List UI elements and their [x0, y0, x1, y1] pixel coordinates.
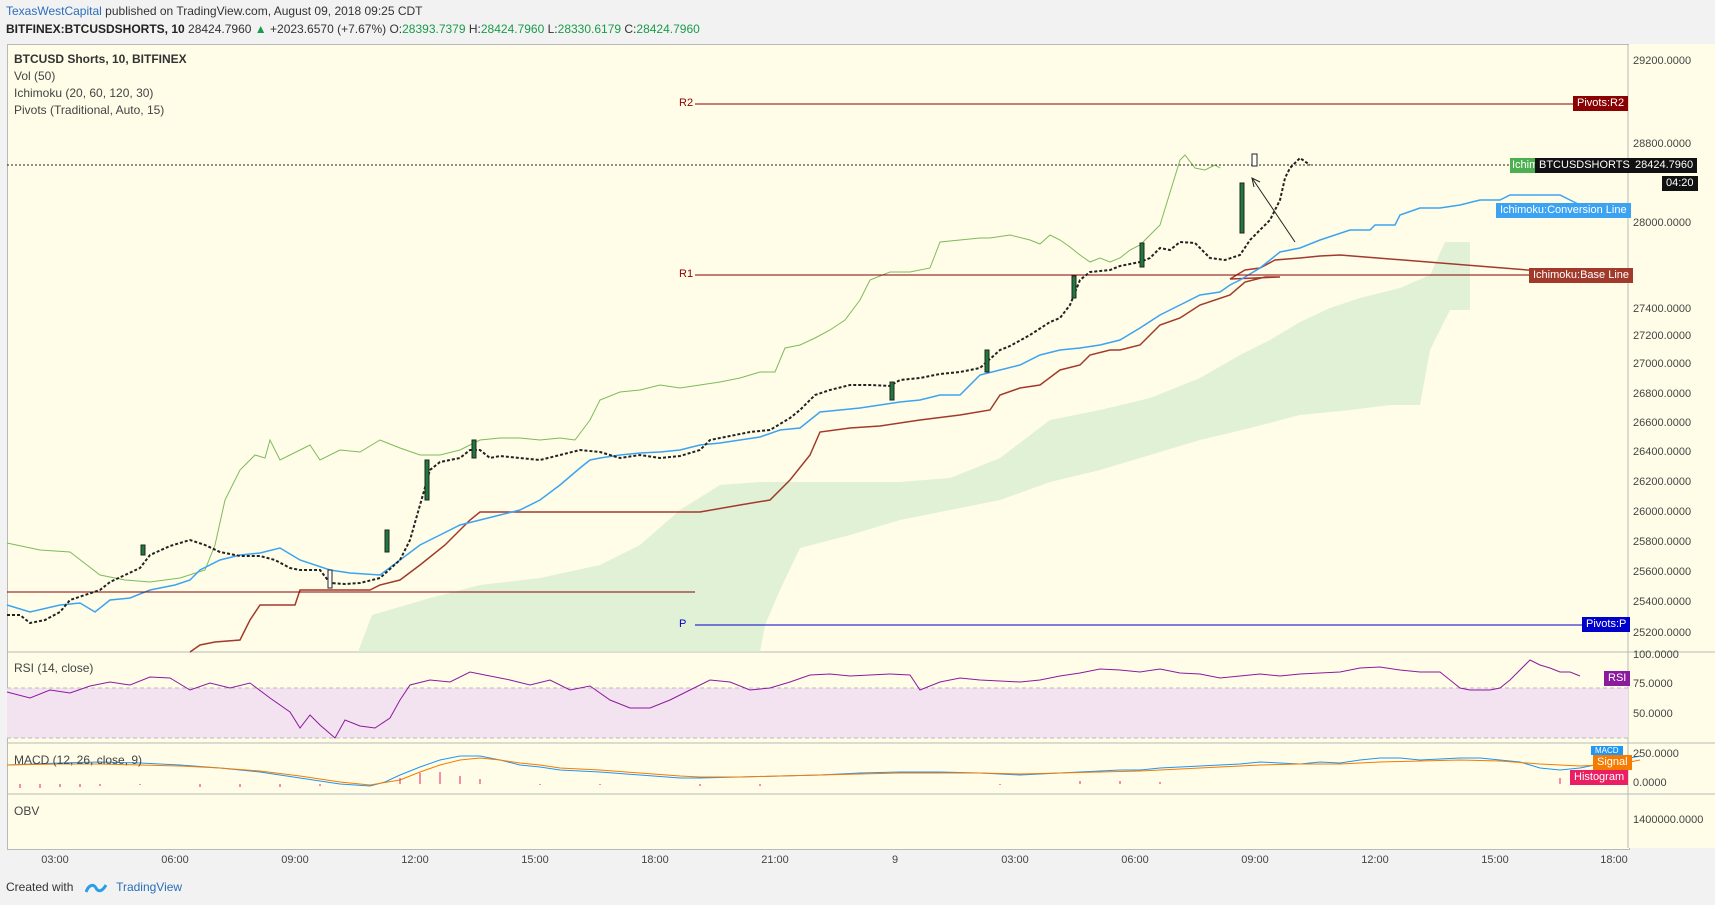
price-tick: 26800.0000: [1633, 388, 1692, 400]
pivot-p-label: P: [679, 618, 687, 630]
chart-title: BTCUSD Shorts, 10, BITFINEX: [14, 52, 187, 66]
publisher-link[interactable]: TexasWestCapital: [6, 4, 102, 18]
symbol-quote-bar: BITFINEX:BTCUSDSHORTS, 10 28424.7960 ▲ +…: [6, 22, 700, 36]
price-tick: 26400.0000: [1633, 446, 1692, 458]
up-arrow-icon: ▲: [254, 22, 267, 36]
time-tick: 06:00: [161, 854, 189, 866]
trend-arrow-line: [1251, 177, 1296, 243]
price-tick: 28000.0000: [1633, 217, 1692, 229]
time-tick: 21:00: [761, 854, 789, 866]
price-tick: 26600.0000: [1633, 417, 1692, 429]
ichimoku-base-line: [189, 254, 1591, 653]
ichimoku-lagging-line: [6, 154, 1221, 583]
legend-obv[interactable]: OBV: [14, 804, 40, 818]
tag-rsi: RSI: [1604, 671, 1631, 686]
tag-base-line: Ichimoku:Base Line: [1529, 268, 1633, 283]
tag-macd: MACD: [1591, 746, 1623, 755]
price-tick: 26000.0000: [1633, 506, 1692, 518]
main-legend: BTCUSD Shorts, 10, BITFINEX Vol (50) Ich…: [14, 51, 187, 119]
publish-info: TexasWestCapital published on TradingVie…: [6, 4, 423, 18]
signal-line: [6, 757, 1641, 786]
time-tick: 12:00: [401, 854, 429, 866]
macd-tick: 250.0000: [1633, 748, 1679, 760]
price-change: +2023.6570 (+7.67%): [270, 22, 387, 36]
legend-pivots[interactable]: Pivots (Traditional, Auto, 15): [14, 103, 165, 117]
macd-histogram: [19, 772, 1621, 788]
time-tick: 18:00: [641, 854, 669, 866]
time-tick: 15:00: [521, 854, 549, 866]
low-label: L:: [547, 22, 558, 36]
time-tick: 18:00: [1600, 854, 1628, 866]
legend-rsi[interactable]: RSI (14, close): [14, 661, 94, 675]
macd-tick: 0.0000: [1633, 777, 1667, 789]
price-tick: 26200.0000: [1633, 476, 1692, 488]
legend-ichimoku[interactable]: Ichimoku (20, 60, 120, 30): [14, 86, 154, 100]
price-tick: 28800.0000: [1633, 138, 1692, 150]
pivot-r1-label: R1: [679, 268, 694, 280]
tag-last-price: 28424.7960: [1631, 158, 1698, 173]
time-tick: 06:00: [1121, 854, 1149, 866]
low-value: 28330.6179: [557, 22, 622, 36]
pivot-r2-label: R2: [679, 97, 694, 109]
rsi-band: [7, 688, 1628, 738]
footer: Created with TradingView: [6, 880, 182, 894]
time-tick: 15:00: [1481, 854, 1509, 866]
macd-line: [6, 755, 1641, 787]
tag-pivots-r2: Pivots:R2: [1573, 96, 1629, 111]
obv-tick: 1400000.0000: [1633, 814, 1704, 826]
time-tick: 9: [891, 854, 899, 866]
time-tick: 03:00: [1001, 854, 1029, 866]
price-tick: 29200.0000: [1633, 55, 1692, 67]
tag-conversion-line: Ichimoku:Conversion Line: [1496, 203, 1631, 218]
time-tick: 12:00: [1361, 854, 1389, 866]
close-value: 28424.7960: [636, 22, 700, 36]
trend-arrow-head: [1251, 177, 1261, 188]
price-tick: 25800.0000: [1633, 536, 1692, 548]
close-label: C:: [624, 22, 637, 36]
high-label: H:: [468, 22, 481, 36]
high-value: 28424.7960: [480, 22, 545, 36]
price-candles: [7, 153, 1311, 625]
rsi-tick: 100.0000: [1633, 649, 1679, 661]
ichimoku-cloud: [358, 242, 1470, 652]
tag-signal: Signal: [1593, 755, 1632, 770]
open-value: 28393.7379: [402, 22, 466, 36]
time-tick: 09:00: [1241, 854, 1269, 866]
price-tick: 27400.0000: [1633, 303, 1692, 315]
rsi-tick: 75.0000: [1633, 678, 1673, 690]
rsi-line: [6, 659, 1581, 739]
tag-countdown: 04:20: [1662, 176, 1698, 191]
rsi-tick: 50.0000: [1633, 708, 1673, 720]
tag-symbol: BTCUSDSHORTS: [1535, 158, 1634, 173]
time-tick: 03:00: [41, 854, 69, 866]
tradingview-logo-icon: [84, 883, 107, 893]
tag-histogram: Histogram: [1570, 770, 1629, 785]
price-tick: 25600.0000: [1633, 566, 1692, 578]
published-text: published on TradingView.com, August 09,…: [105, 4, 423, 18]
legend-macd[interactable]: MACD (12, 26, close, 9): [14, 753, 143, 767]
tag-ichimoku-short: Ichim: [1510, 158, 1541, 173]
open-label: O:: [389, 22, 403, 36]
price-tick: 25400.0000: [1633, 596, 1692, 608]
time-tick: 09:00: [281, 854, 309, 866]
ichimoku-conversion-line: [6, 194, 1591, 613]
price-tick: 27000.0000: [1633, 358, 1692, 370]
tradingview-link[interactable]: TradingView: [116, 880, 183, 894]
tag-pivots-p: Pivots:P: [1582, 617, 1631, 632]
last-price: 28424.7960: [188, 22, 252, 36]
price-tick: 25200.0000: [1633, 627, 1692, 639]
created-with-text: Created with: [6, 880, 74, 894]
price-tick: 27200.0000: [1633, 330, 1692, 342]
symbol-name: BITFINEX:BTCUSDSHORTS, 10: [6, 22, 185, 36]
legend-vol[interactable]: Vol (50): [14, 69, 56, 83]
